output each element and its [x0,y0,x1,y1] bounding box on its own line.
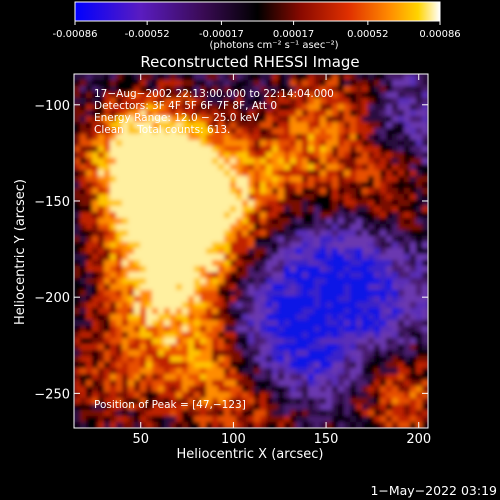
x-tick-label: 50 [132,432,149,447]
chart-title: Reconstructed RHESSI Image [140,53,359,71]
colorbar-tick-label: -0.00017 [199,29,244,40]
info-line-time: 17−Aug−2002 22:13:00.000 to 22:14:04.000 [94,88,334,100]
footer-date: 1−May−2022 03:19 [370,483,497,498]
y-axis: −100 −150 −200 −250 [34,99,428,402]
colorbar-tick-label: 0.00086 [419,29,460,40]
plot-frame [73,73,429,429]
colorbar-tick-label: 0.00017 [273,29,314,40]
colorbar-ticks: -0.00086 -0.00052 -0.00017 0.00017 0.00052 0.… [53,21,461,40]
y-tick-label: −200 [34,291,70,306]
heatmap-image [74,74,428,428]
x-axis: 50 100 150 200 [132,74,431,447]
colorbar-frame [74,1,441,22]
info-line-counts: Clean Total counts: 613. [94,124,230,136]
info-block: 17−Aug−2002 22:13:00.000 to 22:14:04.000… [94,88,334,136]
x-tick-label: 100 [221,432,246,447]
y-tick-label: −150 [34,195,70,210]
x-tick-label: 200 [406,432,431,447]
info-line-detectors: Detectors: 3F 4F 5F 6F 7F 8F, Att 0 [94,100,277,112]
y-tick-label: −100 [34,99,70,114]
colorbar-tick-label: -0.00086 [53,29,98,40]
x-tick-label: 150 [314,432,339,447]
colorbar-tick-label: -0.00052 [125,29,170,40]
x-axis-label: Heliocentric X (arcsec) [177,447,324,462]
colorbar-tick-label: 0.00052 [347,29,388,40]
peak-position-label: Position of Peak = [47,−123] [94,399,246,411]
info-line-energy: Energy Range: 12.0 − 25.0 keV [94,112,260,124]
y-tick-label: −250 [34,387,70,402]
colorbar [75,2,440,21]
colorbar-unit-label: (photons cm⁻² s⁻¹ asec⁻²) [209,40,338,51]
y-axis-label: Heliocentric Y (arcsec) [13,179,28,325]
